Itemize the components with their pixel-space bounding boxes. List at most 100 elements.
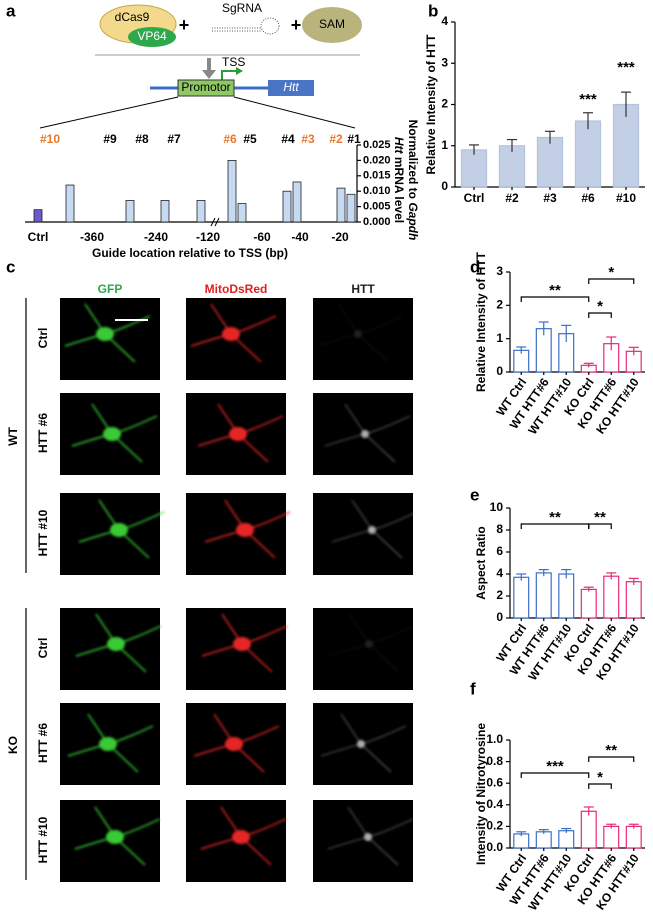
bar	[65, 184, 75, 223]
gene-label: Htt	[283, 80, 299, 94]
panel-label: c	[6, 257, 15, 276]
bar	[196, 200, 206, 223]
guide-label: #10	[40, 132, 60, 146]
y-axis-label-part: Gapdh	[406, 202, 420, 240]
x-tick-label: -120	[196, 230, 220, 244]
significance: **	[594, 509, 606, 526]
soma	[103, 427, 121, 441]
soma	[222, 327, 240, 341]
significance: *	[608, 264, 614, 281]
y-tick-label: 0.2	[486, 819, 503, 833]
significance: **	[549, 282, 561, 299]
y-tick-label: 2	[441, 97, 448, 111]
column-label: HTT	[351, 282, 375, 296]
guide-label: #8	[135, 132, 149, 146]
vp64-shape	[128, 27, 176, 47]
cell	[204, 499, 291, 559]
soma	[354, 330, 362, 338]
significance-bracket	[588, 523, 612, 529]
y-tick-label: 0	[496, 610, 503, 624]
cell	[328, 613, 415, 673]
y-tick-label: 10	[490, 500, 504, 514]
y-tick-label: 0.4	[486, 797, 503, 811]
bar	[625, 825, 642, 849]
guide-label: #2	[329, 132, 343, 146]
row-label: HTT #6	[36, 413, 50, 453]
panel-label: d	[470, 257, 480, 276]
soma	[365, 640, 373, 648]
significance: *	[597, 298, 603, 315]
axis-break	[210, 217, 220, 227]
significance-bracket	[588, 756, 635, 762]
bar	[237, 203, 247, 223]
x-tick-label: Ctrl	[28, 230, 49, 244]
x-tick-label: #6	[581, 191, 595, 205]
guide-label: #1	[347, 132, 361, 146]
bar	[603, 825, 620, 849]
y-tick-label: 0.010	[363, 185, 391, 197]
tss-arrow	[221, 70, 238, 80]
guide-label: #4	[281, 132, 295, 146]
significance: ***	[546, 758, 564, 775]
column-label: MitoDsRed	[205, 282, 268, 296]
y-tick-label: 2	[496, 298, 503, 312]
cell	[324, 403, 411, 463]
panel-label: e	[470, 485, 479, 504]
y-tick-label: 1.0	[486, 732, 503, 746]
soma	[225, 737, 243, 751]
cell	[71, 403, 158, 463]
cell	[78, 499, 165, 559]
guide-label: #7	[167, 132, 181, 146]
bar	[612, 103, 640, 188]
group-label: KO	[6, 736, 20, 754]
cell	[331, 499, 418, 559]
guide-label: #5	[243, 132, 257, 146]
plus: +	[291, 15, 302, 35]
y-axis-label: Normalized to Gapdh	[406, 120, 420, 241]
micrograph	[186, 493, 286, 575]
micrograph	[313, 608, 413, 690]
cell	[193, 713, 280, 773]
y-axis-label: Aspect Ratio	[474, 526, 488, 599]
column-label: GFP	[98, 282, 123, 296]
soma	[236, 523, 254, 537]
x-tick-label: #2	[505, 191, 519, 205]
cell	[67, 713, 154, 773]
cell	[317, 303, 404, 363]
y-tick-label: 0.6	[486, 775, 503, 789]
soma	[229, 427, 247, 441]
tss-arrow-head	[236, 67, 243, 75]
bar	[603, 575, 620, 619]
soma	[110, 523, 128, 537]
bar	[346, 193, 356, 223]
cell	[200, 806, 287, 866]
y-axis-label-part: Normalized to	[406, 120, 420, 203]
crispr-diagram: dCas9 VP64 + SgRNA + SAM TSS Promotor Ht…	[39, 1, 362, 129]
gene-box	[268, 80, 314, 96]
y-tick-label: 1	[441, 138, 448, 152]
significance-bracket	[588, 783, 612, 789]
micrograph	[313, 800, 413, 882]
soma	[364, 833, 372, 841]
significance: *	[597, 769, 603, 786]
y-tick-label: 4	[441, 14, 448, 28]
panel-label: f	[470, 679, 476, 698]
soma	[233, 637, 251, 651]
cell	[201, 613, 288, 673]
sgrna-loop	[260, 17, 280, 35]
tss-label: TSS	[222, 55, 245, 69]
significance: **	[605, 742, 617, 759]
bar	[498, 145, 526, 188]
y-tick-label: 0.000	[363, 216, 391, 228]
guide-label: #6	[223, 132, 237, 146]
significance-bracket	[588, 312, 612, 318]
soma	[368, 526, 376, 534]
y-axis-label-part: mRNA level	[392, 154, 406, 224]
y-tick-label: 6	[496, 544, 503, 558]
row-label: Ctrl	[36, 328, 50, 349]
y-tick-label: 0.8	[486, 754, 503, 768]
bar	[160, 200, 170, 223]
y-tick-label: 0.015	[363, 170, 391, 182]
bar	[282, 190, 292, 223]
bar	[536, 136, 564, 188]
